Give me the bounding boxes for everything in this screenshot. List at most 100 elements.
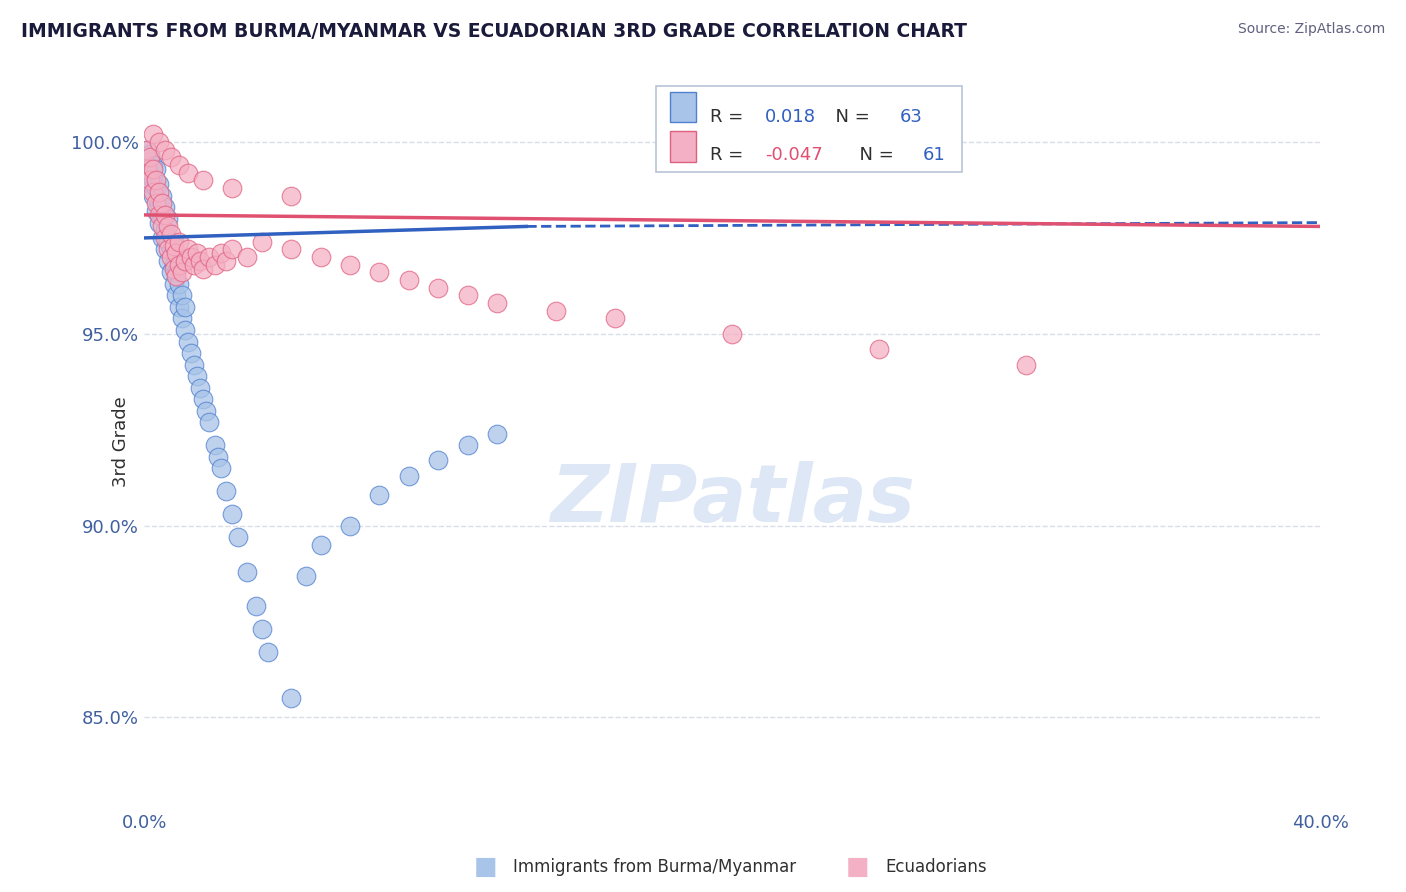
Point — [1015, 358, 1038, 372]
Point — [172, 265, 194, 279]
Point — [544, 303, 567, 318]
Point — [180, 250, 202, 264]
Text: ■: ■ — [846, 855, 869, 879]
Point — [150, 208, 173, 222]
Point — [153, 143, 176, 157]
Point — [165, 288, 187, 302]
Text: R =: R = — [710, 108, 749, 126]
Point — [148, 185, 170, 199]
Point — [162, 261, 184, 276]
Point — [142, 188, 165, 202]
Point — [142, 128, 165, 142]
Point — [162, 277, 184, 291]
Point — [209, 461, 232, 475]
Point — [236, 565, 259, 579]
Text: -0.047: -0.047 — [765, 146, 823, 164]
Point — [188, 254, 211, 268]
Point — [159, 265, 181, 279]
Point — [153, 231, 176, 245]
Point — [186, 369, 208, 384]
Point — [174, 254, 197, 268]
Point — [139, 150, 162, 164]
Point — [198, 250, 221, 264]
Point — [215, 254, 238, 268]
Text: Ecuadorians: Ecuadorians — [886, 858, 987, 876]
Point — [150, 231, 173, 245]
Point — [368, 488, 391, 502]
Point — [145, 204, 167, 219]
Point — [153, 200, 176, 214]
Point — [172, 288, 194, 302]
Point — [136, 143, 159, 157]
Point — [142, 173, 165, 187]
Point — [339, 518, 361, 533]
Point — [457, 438, 479, 452]
Point — [368, 265, 391, 279]
Point — [309, 538, 332, 552]
Point — [186, 246, 208, 260]
Point — [295, 568, 318, 582]
Point — [280, 188, 302, 202]
Point — [142, 185, 165, 199]
Point — [136, 161, 159, 176]
Point — [150, 188, 173, 202]
Point — [309, 250, 332, 264]
Point — [485, 426, 508, 441]
Point — [153, 223, 176, 237]
Point — [209, 246, 232, 260]
Point — [204, 438, 226, 452]
Point — [250, 235, 273, 249]
Point — [145, 173, 167, 187]
Point — [398, 468, 420, 483]
Point — [457, 288, 479, 302]
Point — [169, 300, 191, 314]
Point — [159, 243, 181, 257]
Bar — [669, 131, 696, 162]
Point — [180, 346, 202, 360]
Point — [868, 342, 890, 356]
Point — [169, 158, 191, 172]
Bar — [655, 86, 962, 172]
Point — [169, 277, 191, 291]
Text: 61: 61 — [922, 146, 946, 164]
Point — [427, 281, 450, 295]
Point — [165, 265, 187, 279]
Point — [177, 334, 200, 349]
Point — [156, 211, 179, 226]
Point — [142, 161, 165, 176]
Point — [221, 507, 243, 521]
Point — [177, 243, 200, 257]
Point — [174, 323, 197, 337]
Point — [174, 300, 197, 314]
Point — [165, 269, 187, 284]
Point — [183, 258, 205, 272]
Point — [188, 380, 211, 394]
Text: Source: ZipAtlas.com: Source: ZipAtlas.com — [1237, 22, 1385, 37]
Text: 63: 63 — [900, 108, 922, 126]
Point — [169, 258, 191, 272]
Point — [339, 258, 361, 272]
Point — [172, 311, 194, 326]
Point — [226, 530, 249, 544]
Y-axis label: 3rd Grade: 3rd Grade — [112, 396, 131, 487]
Point — [142, 158, 165, 172]
Point — [191, 392, 214, 406]
Point — [156, 254, 179, 268]
Point — [139, 154, 162, 169]
Point — [156, 235, 179, 249]
Point — [485, 296, 508, 310]
Point — [398, 273, 420, 287]
Point — [221, 243, 243, 257]
Text: ZIPatlas: ZIPatlas — [550, 461, 915, 539]
Point — [148, 135, 170, 149]
Text: IMMIGRANTS FROM BURMA/MYANMAR VS ECUADORIAN 3RD GRADE CORRELATION CHART: IMMIGRANTS FROM BURMA/MYANMAR VS ECUADOR… — [21, 22, 967, 41]
Point — [162, 235, 184, 249]
Point — [153, 243, 176, 257]
Point — [215, 484, 238, 499]
Text: R =: R = — [710, 146, 749, 164]
Point — [280, 243, 302, 257]
Point — [204, 258, 226, 272]
Point — [245, 599, 267, 614]
Point — [603, 311, 626, 326]
Point — [162, 258, 184, 272]
